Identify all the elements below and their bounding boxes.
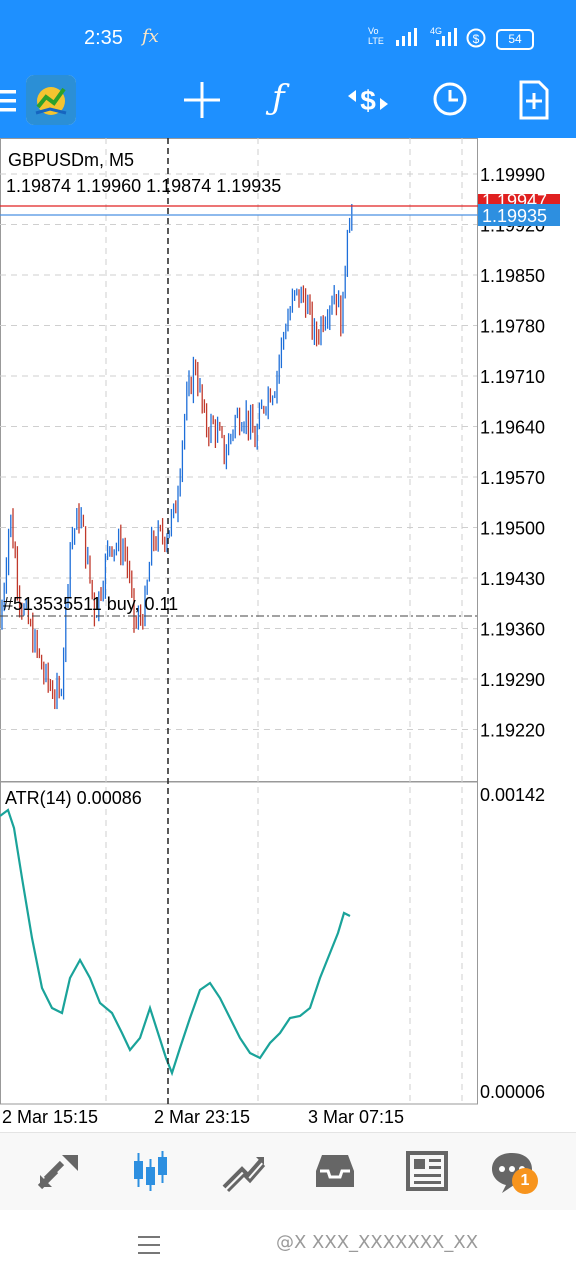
time-tick-label: 3 Mar 07:15: [308, 1107, 404, 1127]
chart-symbol: GBPUSDm, M5: [8, 150, 135, 170]
time-tick-label: 2 Mar 15:15: [2, 1107, 98, 1127]
price-tick-label: 1.19430: [480, 569, 545, 589]
price-tick-label: 1.19220: [480, 721, 545, 741]
trade-nav-icon[interactable]: [216, 1147, 270, 1195]
system-nav: [0, 1210, 576, 1280]
app-logo[interactable]: [26, 75, 76, 125]
fx-notification-icon: fx: [142, 26, 159, 47]
svg-text:$: $: [473, 32, 480, 46]
price-tick-label: 1.19990: [480, 165, 545, 185]
history-icon[interactable]: [308, 1147, 362, 1195]
price-tick-label: 1.19290: [480, 670, 545, 690]
clock-icon[interactable]: [432, 81, 468, 117]
indicator-pane-frame: [0, 781, 478, 1105]
status-time: 2:35: [84, 27, 123, 49]
price-pane-frame: [0, 138, 478, 782]
svg-text:$: $: [360, 85, 376, 116]
price-tick-label: 1.19360: [480, 620, 545, 640]
order-label[interactable]: #513535511 buy, 0.11: [3, 594, 179, 614]
chart-icon[interactable]: [124, 1147, 178, 1195]
quotes-icon[interactable]: [32, 1147, 86, 1195]
signal-icon-2: [436, 28, 457, 46]
battery-indicator: 54: [496, 29, 534, 50]
bid-price-label: 1.19935: [482, 206, 547, 226]
atr-tick-label: 0.00142: [480, 785, 545, 805]
function-icon[interactable]: ƒ: [272, 78, 285, 118]
new-document-icon[interactable]: [518, 80, 550, 120]
messages-badge: 1: [512, 1168, 538, 1194]
bottom-nav: [0, 1132, 576, 1211]
price-tick-label: 1.19780: [480, 317, 545, 337]
atr-tick-label: 0.00006: [480, 1082, 545, 1102]
watermark: @X XXX_XXXXXXX_XX: [276, 1232, 479, 1253]
price-tick-label: 1.19850: [480, 266, 545, 286]
price-tick-label: 1.19500: [480, 519, 545, 539]
bid-label-box: [478, 204, 560, 226]
top-toolbar: ƒ $: [0, 72, 576, 138]
system-menu-icon[interactable]: [138, 1234, 162, 1256]
atr-line: [0, 808, 351, 1077]
network-type: 4G: [430, 26, 443, 36]
time-tick-label: 2 Mar 23:15: [154, 1107, 250, 1127]
price-tick-label: 1.19710: [480, 367, 545, 387]
price-tick-label: 1.19640: [480, 418, 545, 438]
menu-icon[interactable]: [0, 88, 20, 116]
price-chart[interactable]: 1.199901.199201.198501.197801.197101.196…: [0, 138, 576, 1132]
trade-icon[interactable]: $: [346, 82, 390, 118]
signal-icon: [396, 28, 417, 46]
chart-ohlc: 1.19874 1.19960 1.19874 1.19935: [6, 176, 282, 196]
volte-indicator: Vo LTE: [368, 26, 384, 46]
crosshair-icon[interactable]: [184, 82, 220, 118]
price-tick-label: 1.19570: [480, 468, 545, 488]
indicator-label: ATR(14) 0.00086: [5, 788, 142, 808]
chart-area[interactable]: 1.199901.199201.198501.197801.197101.196…: [0, 138, 576, 1132]
status-bar: 2:35 fx Vo LTE 4G $ 54: [0, 0, 576, 72]
dollar-shield-icon: $: [466, 28, 486, 48]
news-icon[interactable]: [400, 1147, 454, 1195]
